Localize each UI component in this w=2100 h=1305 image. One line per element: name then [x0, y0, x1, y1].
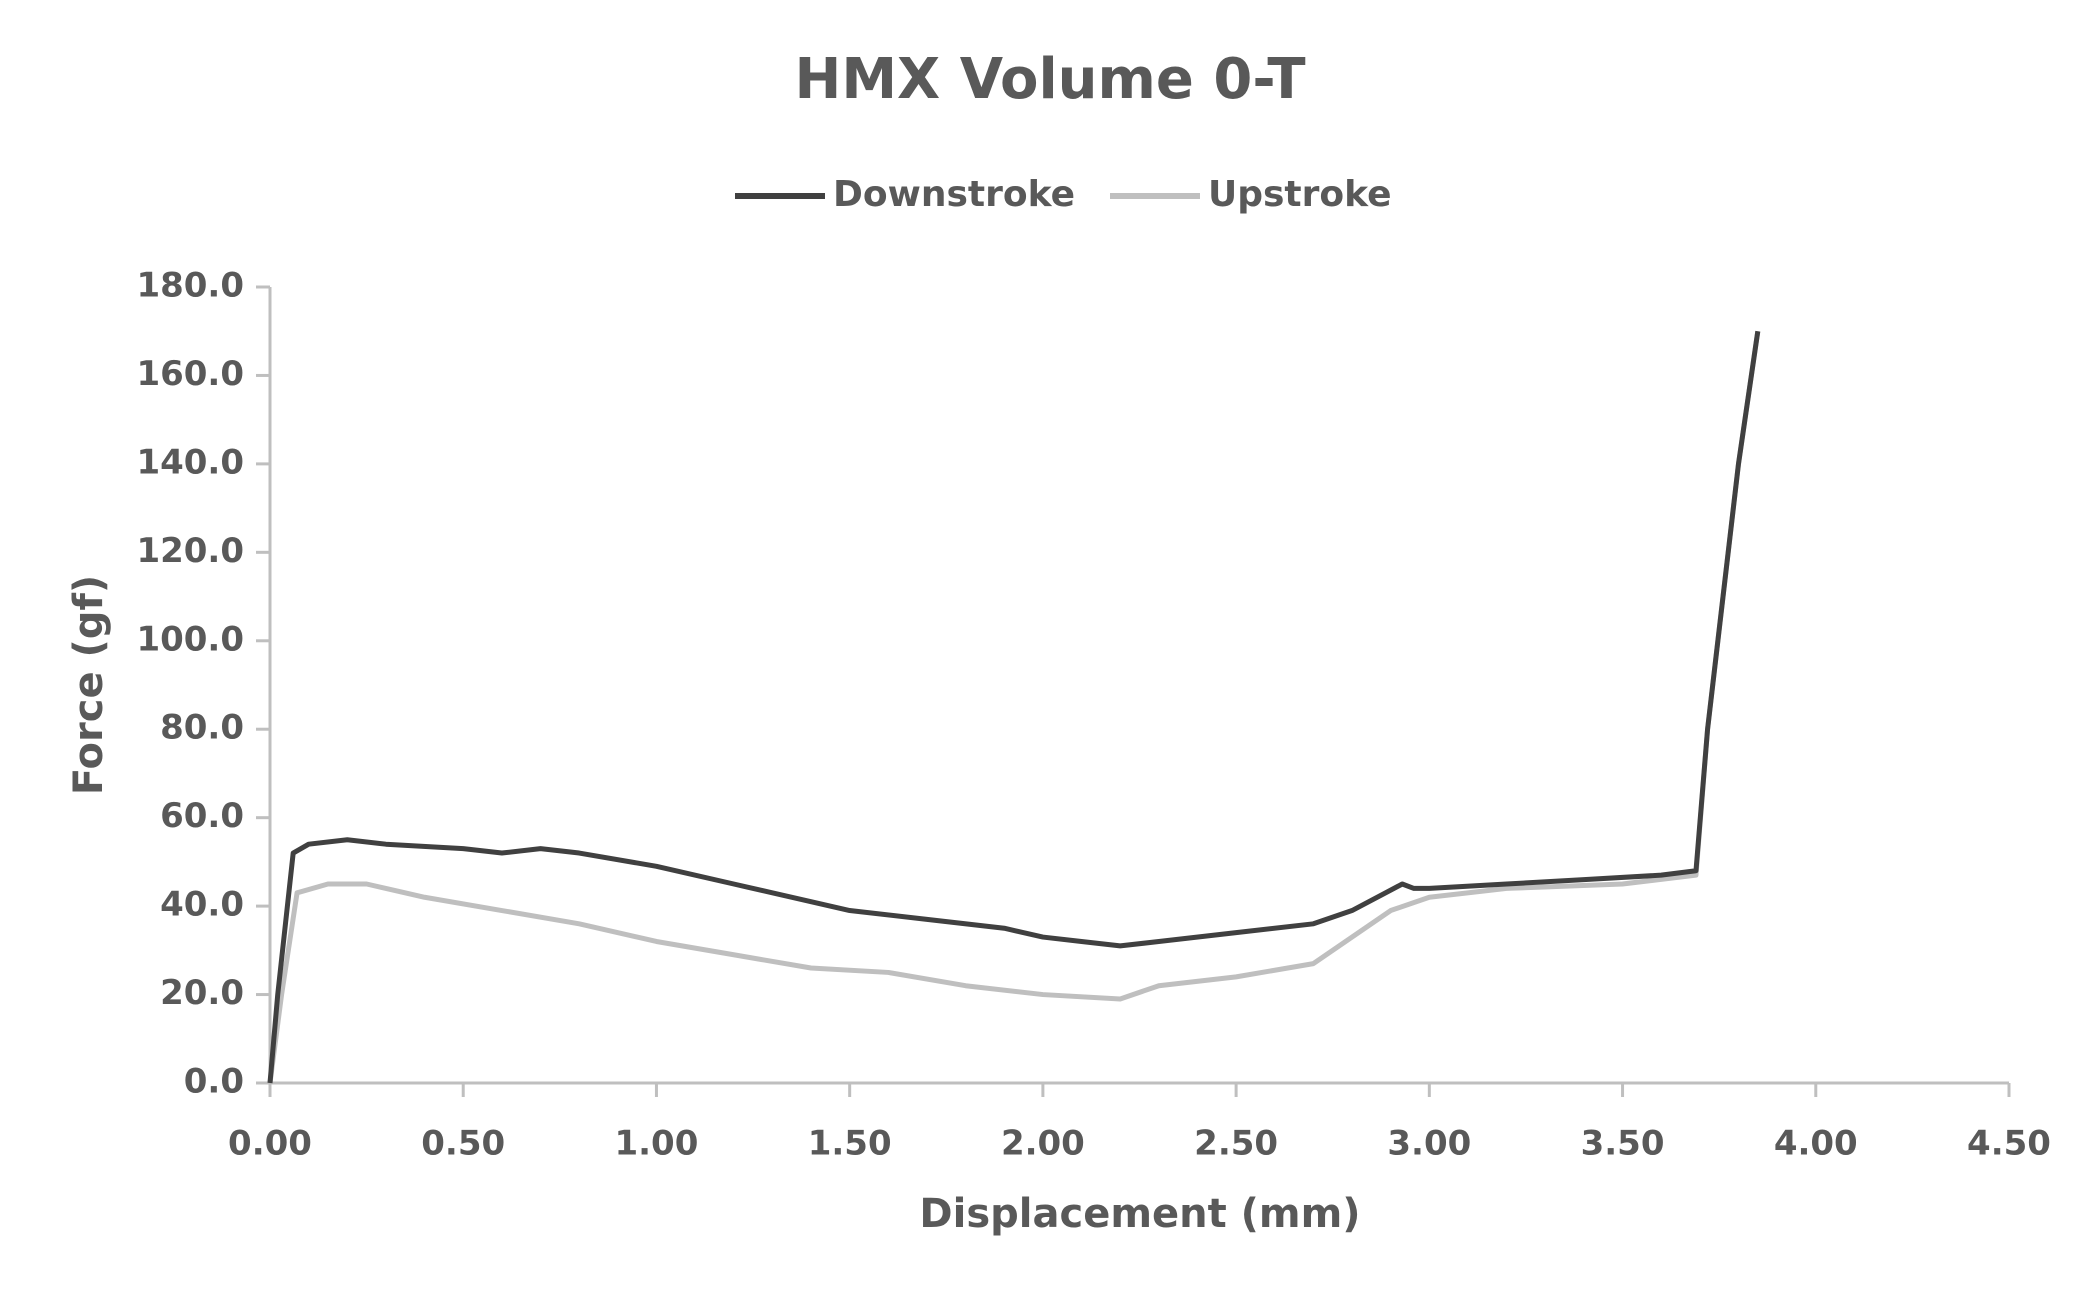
y-tick-label: 0.0 [184, 1062, 244, 1102]
y-tick-label: 100.0 [136, 619, 244, 659]
data-line [267, 330, 1761, 1084]
x-tick-label: 4.00 [1774, 1124, 1858, 1164]
y-axis-title: Force (gf) [66, 575, 112, 795]
x-tick-label: 3.50 [1581, 1124, 1665, 1164]
data-line [267, 330, 1761, 1084]
legend-label: Upstroke [1208, 174, 1392, 215]
x-tick-label: 2.50 [1194, 1124, 1278, 1164]
y-tick-label: 80.0 [160, 708, 244, 748]
x-tick-label: 1.50 [808, 1124, 892, 1164]
y-tick-label: 120.0 [136, 531, 244, 571]
x-axis-title: Displacement (mm) [919, 1191, 1360, 1237]
legend-label: Downstroke [833, 174, 1075, 215]
y-tick-label: 160.0 [136, 354, 244, 394]
chart-title: HMX Volume 0-T [794, 47, 1305, 112]
y-tick-label: 60.0 [160, 796, 244, 836]
y-tick-label: 20.0 [160, 973, 244, 1013]
x-tick-label: 1.00 [614, 1124, 698, 1164]
x-tick-label: 0.50 [421, 1124, 505, 1164]
y-tick-label: 180.0 [136, 266, 244, 306]
x-tick-label: 0.00 [228, 1124, 312, 1164]
x-tick-label: 3.00 [1387, 1124, 1471, 1164]
y-tick-label: 40.0 [160, 885, 244, 925]
x-tick-label: 2.00 [1001, 1124, 1085, 1164]
x-tick-label: 4.50 [1967, 1124, 2051, 1164]
y-tick-label: 140.0 [136, 442, 244, 482]
